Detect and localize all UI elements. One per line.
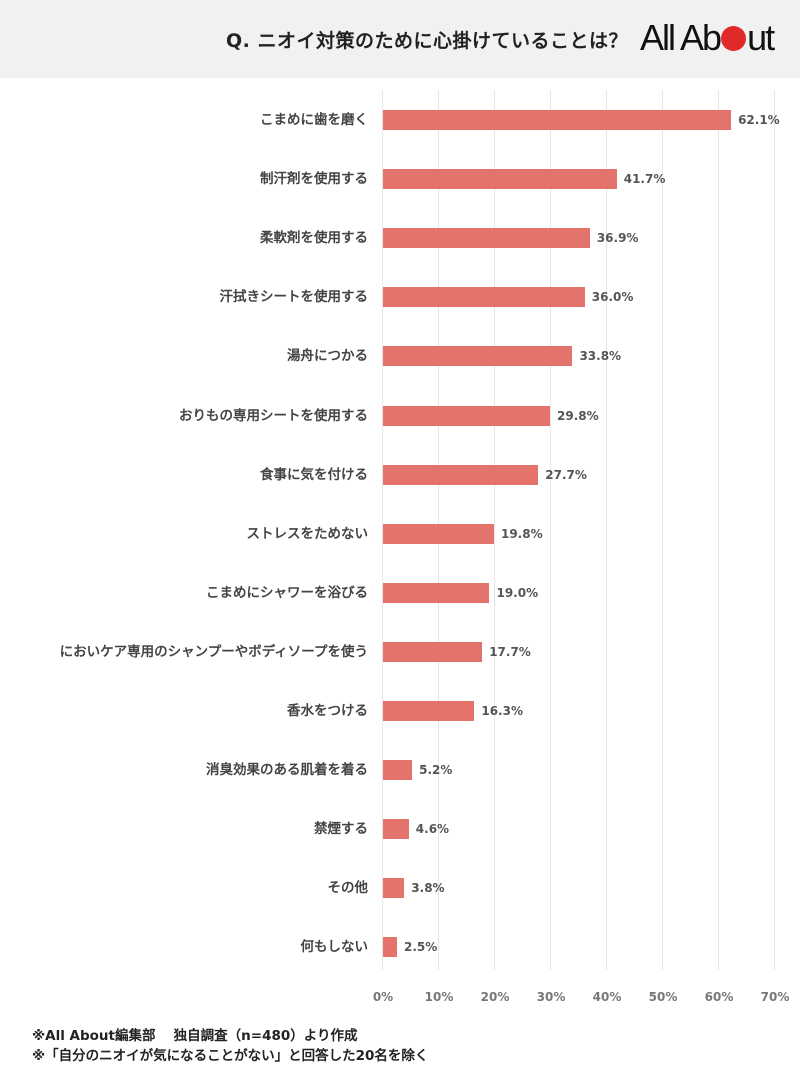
value-label: 33.8% [579, 349, 622, 363]
all-about-logo: All Ab ut [640, 17, 775, 58]
bar-row: ストレスをためない 19.8% [0, 523, 800, 545]
value-label: 17.7% [489, 645, 531, 659]
category-label: 禁煙する [314, 821, 368, 837]
x-tick-label: 30% [536, 990, 566, 1004]
category-label: おりもの専用シートを使用する [179, 408, 368, 424]
value-label: 36.0% [591, 290, 634, 304]
bar [383, 937, 397, 957]
gridline [494, 90, 495, 970]
gridline [662, 90, 663, 970]
category-label: 食事に気を付ける [260, 467, 368, 483]
category-label: においケア専用のシャンプーやボディソープを使う [59, 644, 368, 660]
value-label: 3.8% [411, 881, 445, 895]
chart-title: Q. ニオイ対策のために心掛けていることは？ [226, 30, 628, 52]
bar [383, 583, 490, 603]
category-label: 湯舟につかる [287, 348, 368, 364]
bar [383, 819, 409, 839]
x-tick-label: 40% [592, 990, 622, 1004]
bar [383, 760, 413, 780]
bar [383, 465, 539, 485]
bar-row: 消臭効果のある肌着を着る 5.2% [0, 759, 800, 781]
value-label: 4.6% [415, 822, 450, 836]
category-label: 汗拭きシートを使用する [219, 289, 369, 305]
category-label: 制汗剤を使用する [260, 171, 368, 187]
value-label: 29.8% [557, 409, 599, 423]
value-label: 16.3% [481, 704, 523, 718]
bar [383, 406, 551, 426]
footnote-source: ※All About編集部 独自調査（n=480）より作成 [32, 1028, 358, 1044]
category-label: 香水をつける [287, 703, 368, 719]
x-tick-label: 0% [372, 990, 394, 1004]
logo-red-dot-icon [721, 26, 747, 51]
x-tick-label: 70% [760, 990, 790, 1004]
bar [383, 287, 585, 307]
bar-row: その他 3.8% [0, 877, 800, 899]
bar-row: 湯舟につかる 33.8% [0, 345, 800, 367]
footnotes: ※All About編集部 独自調査（n=480）より作成 ※「自分のニオイが気… [32, 1026, 428, 1066]
bar-row: 食事に気を付ける 27.7% [0, 464, 800, 486]
bar [383, 110, 732, 130]
bar-row: 禁煙する 4.6% [0, 818, 800, 840]
bar [383, 701, 475, 721]
gridline [550, 90, 551, 970]
category-label: こまめにシャワーを浴びる [206, 585, 368, 601]
value-label: 19.8% [500, 527, 543, 541]
bar-row: こまめにシャワーを浴びる 19.0% [0, 582, 800, 604]
category-label: こまめに歯を磨く [260, 112, 368, 128]
category-label: 何もしない [300, 939, 369, 955]
bar [383, 878, 405, 898]
bar-row: おりもの専用シートを使用する 29.8% [0, 405, 800, 427]
x-tick-label: 10% [424, 990, 454, 1004]
footnote-exclusion: ※「自分のニオイが気になることがない」と回答した20名を除く [32, 1048, 429, 1064]
category-label: 消臭効果のある肌着を着る [206, 762, 368, 778]
bar [383, 642, 483, 662]
bar-row: 香水をつける 16.3% [0, 700, 800, 722]
gridline [606, 90, 607, 970]
bar-chart-plot-area: こまめに歯を磨く 62.1% 制汗剤を使用する 41.7% 柔軟剤を使用する 36.9% 汗… [0, 90, 800, 970]
bar [383, 346, 573, 366]
bar [383, 524, 494, 544]
value-label: 27.7% [545, 468, 587, 482]
bar-row: 柔軟剤を使用する 36.9% [0, 227, 800, 249]
gridline [718, 90, 719, 970]
x-tick-label: 20% [480, 990, 510, 1004]
value-label: 19.0% [496, 586, 539, 600]
x-tick-label: 60% [704, 990, 734, 1004]
gridline [774, 90, 775, 970]
value-label: 2.5% [404, 940, 438, 954]
bar [383, 169, 617, 189]
category-label: ストレスをためない [246, 526, 369, 542]
value-label: 41.7% [623, 172, 666, 186]
category-label: 柔軟剤を使用する [260, 230, 368, 246]
value-label: 5.2% [419, 763, 453, 777]
chart-header: Q. ニオイ対策のために心掛けていることは？ All Ab ut [0, 0, 800, 78]
gridline [382, 90, 383, 970]
bar-row: においケア専用のシャンプーやボディソープを使う 17.7% [0, 641, 800, 663]
bar-row: 制汗剤を使用する 41.7% [0, 168, 800, 190]
value-label: 62.1% [738, 113, 780, 127]
bar [383, 228, 590, 248]
x-tick-label: 50% [648, 990, 678, 1004]
value-label: 36.9% [596, 231, 639, 245]
category-label: その他 [327, 880, 369, 896]
bar-row: こまめに歯を磨く 62.1% [0, 109, 800, 131]
bar-row: 何もしない 2.5% [0, 936, 800, 958]
bar-row: 汗拭きシートを使用する 36.0% [0, 286, 800, 308]
